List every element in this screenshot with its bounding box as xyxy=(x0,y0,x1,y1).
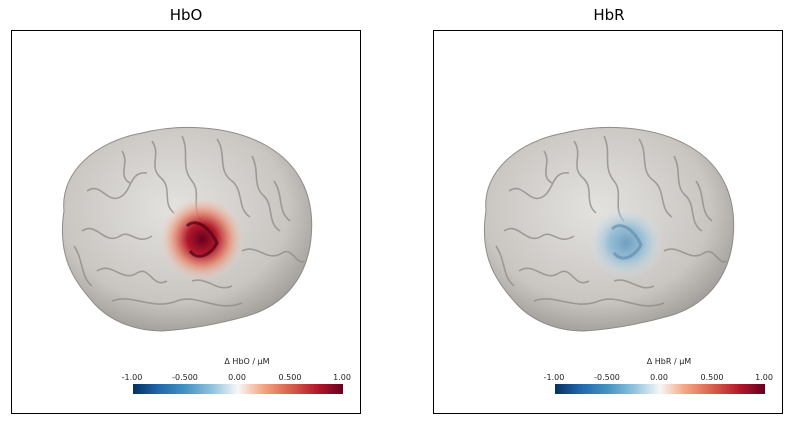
hbr-colorbar-tick: -1.00 xyxy=(543,373,565,382)
hbr-colorbar-label: Δ HbR / μM xyxy=(646,357,692,366)
hbr-activation-region xyxy=(588,207,664,279)
hbo-colorbar-tick: 0.00 xyxy=(228,373,246,382)
hbr-colorbar xyxy=(555,384,765,394)
hbo-colorbar-tick: -0.500 xyxy=(172,373,198,382)
hbr-colorbar-tick: 0.500 xyxy=(700,373,724,382)
hbo-colorbar xyxy=(133,384,343,394)
hbo-colorbar-tick: -1.00 xyxy=(121,373,143,382)
hbo-panel: Δ HbO / μM -1.00 -0.500 0.00 0.500 1.00 xyxy=(11,30,361,414)
hbr-panel-title: HbR xyxy=(593,6,625,24)
hbo-colorbar-tick: 0.500 xyxy=(278,373,302,382)
hbo-colorbar-label: Δ HbO / μM xyxy=(224,357,270,366)
hbr-brain-render xyxy=(483,126,735,332)
hbo-panel-title: HbO xyxy=(169,6,203,24)
hbr-colorbar-tick: 0.00 xyxy=(650,373,668,382)
hbo-brain-render xyxy=(61,126,313,332)
hbo-activation-region xyxy=(160,197,244,281)
hbr-colorbar-tick: -0.500 xyxy=(594,373,620,382)
hbr-panel: Δ HbR / μM -1.00 -0.500 0.00 0.500 1.00 xyxy=(433,30,783,414)
hbo-colorbar-tick: 1.00 xyxy=(333,373,351,382)
hbr-colorbar-tick: 1.00 xyxy=(755,373,773,382)
